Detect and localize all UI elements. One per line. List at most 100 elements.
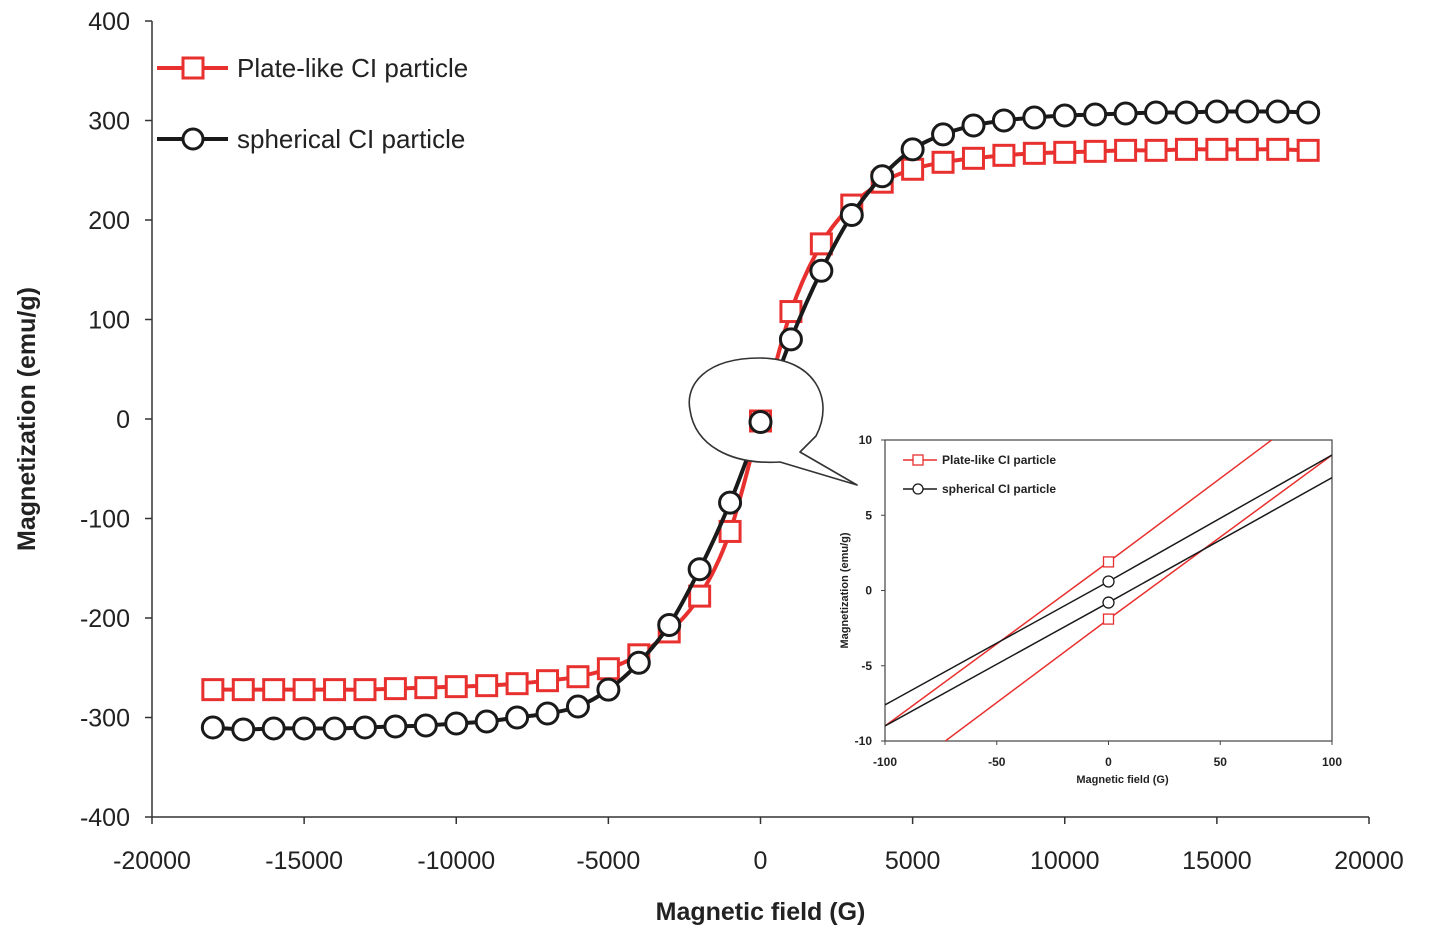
x-tick-label: 10000 bbox=[1030, 847, 1100, 875]
data-point-square bbox=[414, 676, 438, 700]
data-point-square bbox=[292, 678, 316, 702]
y-tick-label: -100 bbox=[80, 506, 130, 534]
callout-bubble-shape bbox=[688, 357, 858, 486]
data-point-square bbox=[475, 674, 499, 698]
data-point-circle bbox=[444, 711, 469, 736]
data-point-square bbox=[1235, 137, 1259, 161]
y-tick-label: 0 bbox=[116, 406, 130, 434]
data-point-square bbox=[1144, 138, 1168, 162]
data-point-circle bbox=[261, 716, 286, 741]
data-point-square bbox=[201, 678, 225, 702]
inset-y-tick-label: 10 bbox=[859, 433, 873, 447]
data-point-circle bbox=[383, 714, 408, 739]
data-point-square bbox=[1053, 140, 1077, 164]
data-point-square bbox=[566, 665, 590, 689]
data-point-circle bbox=[1052, 103, 1077, 128]
data-point-circle bbox=[231, 717, 256, 742]
origin-point-circle bbox=[748, 409, 773, 434]
data-point-circle bbox=[961, 113, 986, 138]
data-point-square bbox=[383, 677, 407, 701]
inset-point-square bbox=[1102, 613, 1115, 625]
legend-marker-circle-icon bbox=[181, 127, 205, 151]
data-point-circle bbox=[200, 715, 225, 740]
data-point-square bbox=[1174, 137, 1198, 161]
data-point-circle bbox=[1022, 105, 1047, 130]
data-point-circle bbox=[1296, 100, 1321, 125]
data-point-circle bbox=[1174, 100, 1199, 125]
inset-legend-marker-square-icon bbox=[912, 454, 924, 466]
data-point-circle bbox=[687, 557, 712, 582]
data-point-circle bbox=[839, 203, 864, 228]
x-tick-label: -15000 bbox=[265, 847, 343, 875]
data-point-square bbox=[992, 143, 1016, 167]
y-axis-title: Magnetization (emu/g) bbox=[13, 287, 41, 551]
data-point-square bbox=[1114, 138, 1138, 162]
y-tick-label: 300 bbox=[88, 108, 130, 136]
data-point-square bbox=[596, 657, 620, 681]
data-point-circle bbox=[931, 122, 956, 147]
data-point-circle bbox=[718, 490, 743, 515]
legend-marker-square-icon bbox=[181, 56, 205, 80]
data-point-square bbox=[688, 584, 712, 608]
inset-x-tick-label: 50 bbox=[1214, 755, 1228, 769]
data-point-circle bbox=[413, 713, 438, 738]
inset-x-tick-label: 0 bbox=[1105, 755, 1112, 769]
data-point-square bbox=[444, 675, 468, 699]
data-point-square bbox=[809, 232, 833, 256]
data-point-circle bbox=[352, 715, 377, 740]
data-point-circle bbox=[322, 716, 347, 741]
data-point-circle bbox=[1204, 99, 1229, 124]
data-point-square bbox=[1296, 138, 1320, 162]
y-tick-label: 200 bbox=[88, 207, 130, 235]
data-point-square bbox=[1205, 137, 1229, 161]
data-point-circle bbox=[596, 677, 621, 702]
data-point-square bbox=[1266, 137, 1290, 161]
x-tick-label: 0 bbox=[754, 847, 768, 875]
data-point-square bbox=[231, 678, 255, 702]
inset-x-tick-label: 100 bbox=[1322, 755, 1342, 769]
data-point-circle bbox=[657, 612, 682, 637]
x-axis-title: Magnetic field (G) bbox=[656, 898, 866, 926]
data-point-circle bbox=[626, 650, 651, 675]
data-point-circle bbox=[809, 258, 834, 283]
inset-x-tick-label: -50 bbox=[988, 755, 1006, 769]
data-point-circle bbox=[565, 694, 590, 719]
inset-y-tick-label: -10 bbox=[855, 734, 873, 748]
data-point-square bbox=[961, 146, 985, 170]
data-point-circle bbox=[292, 716, 317, 741]
data-point-square bbox=[536, 669, 560, 693]
inset-x-axis-title: Magnetic field (G) bbox=[1076, 774, 1169, 786]
inset-y-tick-label: 0 bbox=[865, 584, 872, 598]
data-point-circle bbox=[1235, 99, 1260, 124]
data-point-circle bbox=[1265, 99, 1290, 124]
inset-legend-marker-circle-icon bbox=[912, 483, 924, 495]
data-point-circle bbox=[505, 705, 530, 730]
x-tick-label: -5000 bbox=[576, 847, 640, 875]
zoom-callout-bubble bbox=[688, 357, 858, 486]
inset-point-circle bbox=[1102, 575, 1115, 588]
data-point-square bbox=[931, 150, 955, 174]
data-point-square bbox=[353, 678, 377, 702]
y-tick-label: -400 bbox=[80, 804, 130, 832]
legend-label: spherical CI particle bbox=[237, 124, 465, 154]
data-point-circle bbox=[991, 108, 1016, 133]
data-point-square bbox=[901, 157, 925, 181]
data-point-square bbox=[1022, 141, 1046, 165]
x-tick-label: -20000 bbox=[113, 847, 191, 875]
y-tick-label: -300 bbox=[80, 705, 130, 733]
data-point-square bbox=[718, 519, 742, 543]
inset-point-square bbox=[1102, 556, 1115, 568]
inset-y-tick-label: 5 bbox=[865, 508, 872, 522]
inset-y-axis-title: Magnetization (emu/g) bbox=[839, 532, 851, 648]
data-point-circle bbox=[870, 164, 895, 189]
data-point-circle bbox=[474, 709, 499, 734]
inset-y-tick-label: -5 bbox=[861, 659, 872, 673]
data-point-square bbox=[505, 672, 529, 696]
data-point-circle bbox=[1083, 102, 1108, 127]
data-point-circle bbox=[535, 701, 560, 726]
x-tick-label: -10000 bbox=[417, 847, 495, 875]
data-point-square bbox=[262, 678, 286, 702]
data-point-circle bbox=[1144, 100, 1169, 125]
